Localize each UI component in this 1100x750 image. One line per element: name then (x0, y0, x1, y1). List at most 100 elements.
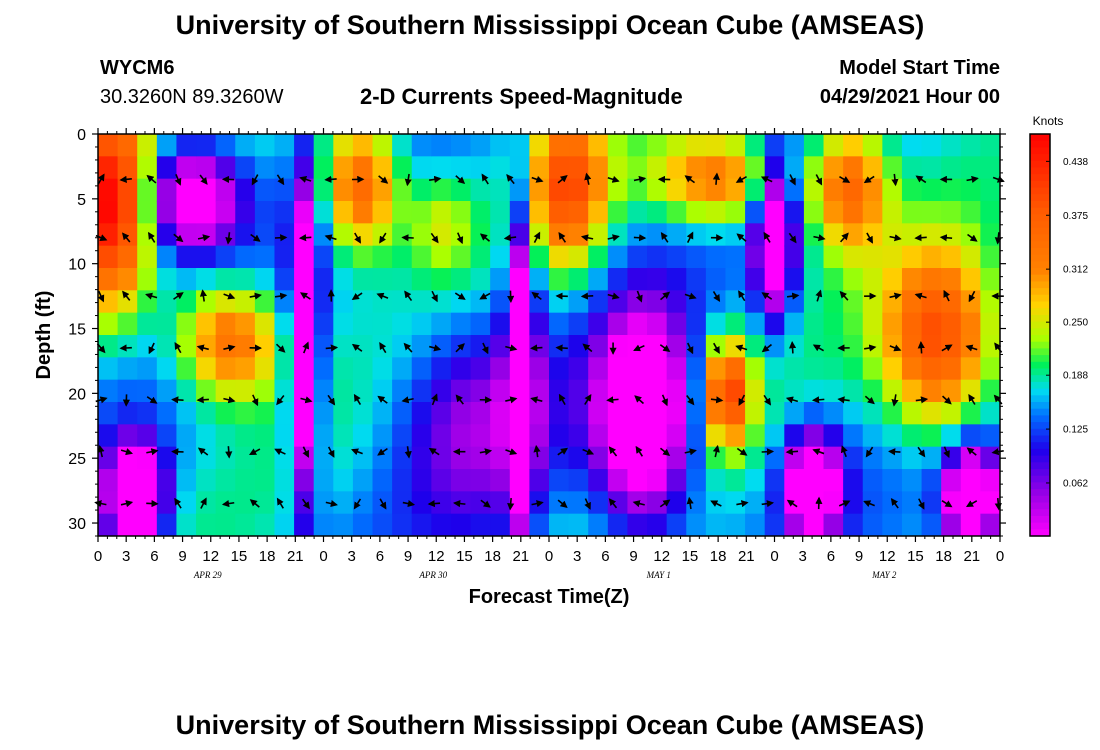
current-arrow (684, 448, 697, 456)
heatmap-cell (529, 245, 550, 269)
heatmap-cell (549, 357, 570, 381)
colorbar-segment (1030, 221, 1050, 229)
heatmap-cell (490, 379, 511, 403)
colorbar-segment (1030, 395, 1050, 403)
heatmap-cell (156, 513, 178, 536)
current-arrow (120, 448, 134, 456)
heatmap-cell (431, 156, 452, 180)
current-arrow (839, 175, 851, 183)
x-axis-label: Forecast Time(Z) (469, 586, 630, 608)
current-arrow (250, 233, 261, 242)
heatmap-cell (980, 469, 1000, 492)
x-tick-label: 12 (202, 548, 219, 565)
heatmap-cell (784, 223, 805, 247)
heatmap-cell (98, 424, 119, 448)
heatmap-cell (254, 491, 276, 515)
current-arrow (299, 176, 312, 183)
heatmap-cell (941, 513, 962, 536)
current-arrow (942, 395, 952, 405)
current-arrow (580, 292, 594, 300)
heatmap-cell (411, 156, 432, 180)
heatmap-cell (764, 335, 785, 358)
heatmap-cell (372, 156, 393, 180)
heatmap-cell (137, 201, 158, 224)
heatmap-cell (176, 223, 197, 247)
heatmap-cell (156, 223, 178, 247)
heatmap-cell (176, 424, 197, 448)
colorbar-tick-label: 0.125 (1063, 425, 1088, 436)
current-arrow (249, 499, 260, 508)
heatmap-cell (313, 223, 334, 247)
heatmap-cell (254, 469, 276, 492)
heatmap-cell (333, 357, 354, 381)
heatmap-cell (156, 201, 178, 224)
heatmap-cell (313, 513, 334, 536)
colorbar-segment (1030, 489, 1050, 497)
heatmap-cell (882, 379, 903, 403)
heatmap-cell (588, 357, 609, 381)
current-arrow (300, 396, 313, 404)
heatmap-cell (666, 290, 687, 314)
heatmap-cell (98, 290, 119, 314)
heatmap-cell (745, 513, 766, 536)
heatmap-cell (784, 491, 805, 515)
heatmap-cell (764, 469, 785, 492)
heatmap-cell (745, 134, 766, 157)
heatmap-cell (352, 134, 374, 157)
current-arrow (557, 499, 568, 509)
heatmap-cell (470, 245, 491, 269)
colorbar-segment (1030, 515, 1050, 524)
heatmap-cell (176, 290, 197, 314)
y-tick-label: 15 (68, 322, 86, 339)
heatmap-cell (529, 402, 550, 425)
heatmap-cell (882, 402, 903, 425)
current-arrow (427, 499, 441, 508)
heatmap-cell (431, 491, 452, 515)
heatmap-cell (862, 469, 883, 492)
heatmap-cell (333, 201, 354, 224)
colorbar-unit: Knots (1033, 114, 1064, 128)
heatmap-cell (490, 156, 511, 180)
heatmap-cell (803, 335, 825, 358)
heatmap-cell (352, 156, 374, 180)
current-arrow (968, 290, 976, 303)
heatmap-cell (333, 290, 354, 314)
y-tick-label: 0 (77, 127, 86, 144)
heatmap-cell (666, 446, 687, 470)
heatmap-cell (392, 312, 413, 336)
current-arrow (839, 290, 849, 301)
heatmap-cell (450, 402, 472, 425)
heatmap-cell (745, 245, 766, 269)
x-tick-label: 21 (963, 548, 980, 565)
heatmap-cell (568, 446, 589, 470)
heatmap-cell (882, 424, 903, 448)
x-tick-label: 9 (404, 548, 412, 565)
colorbar-frame (1029, 133, 1051, 537)
current-arrow (454, 292, 466, 300)
heatmap-cell (549, 335, 570, 358)
current-arrow (763, 394, 772, 406)
current-arrow (608, 498, 618, 509)
heatmap-cell (156, 424, 178, 448)
heatmap-cell (666, 335, 687, 358)
heatmap-cell (647, 491, 668, 515)
current-arrow (146, 448, 159, 456)
heatmap-cell (431, 223, 452, 247)
current-arrow (325, 344, 339, 352)
heatmap-cell (196, 402, 217, 425)
heatmap-cell (98, 201, 119, 224)
date-label: APR 30 (418, 570, 447, 580)
heatmap-cell (372, 312, 393, 336)
y-tick-label: 5 (77, 192, 86, 209)
current-arrow (865, 446, 874, 458)
heatmap-cell (666, 201, 687, 224)
heatmap-cell (725, 424, 746, 448)
heatmap-cell (627, 312, 648, 336)
heatmap-cell (745, 223, 766, 247)
heatmap-cell (686, 178, 707, 202)
heatmap-cell (294, 178, 315, 202)
heatmap-cell (215, 223, 236, 247)
heatmap-cell (882, 268, 903, 291)
heatmap-cell (333, 312, 354, 336)
colorbar-segment (1030, 154, 1050, 162)
